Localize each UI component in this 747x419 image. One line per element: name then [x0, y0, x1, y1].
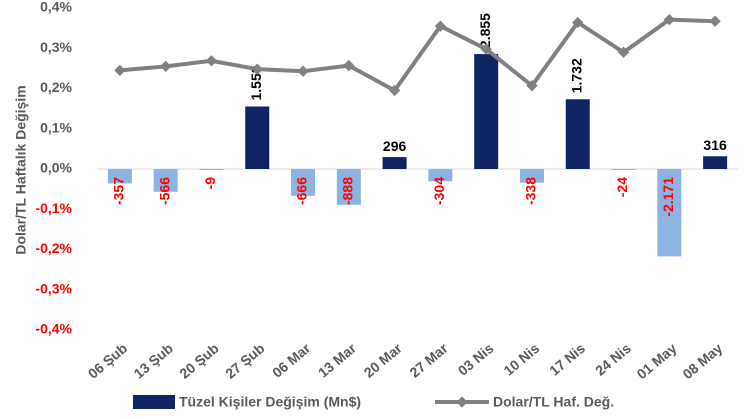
data-label: 1.553: [248, 65, 264, 100]
y-tick-label: 0,0%: [40, 160, 72, 176]
line-marker: [617, 46, 630, 58]
bar: [703, 156, 728, 169]
line: [119, 17, 716, 94]
y-tick-label: -0,3%: [35, 280, 72, 296]
x-tick-label: 06 Mar: [269, 340, 314, 381]
x-tick-label: 24 Nis: [592, 340, 634, 379]
y-tick-label: -0,2%: [35, 240, 72, 256]
data-label: -2.171: [660, 177, 676, 217]
data-label: -24: [614, 177, 630, 197]
bar: [382, 157, 407, 169]
x-tick-label: 10 Nis: [500, 340, 542, 379]
line-marker: [160, 60, 172, 73]
bar: [336, 169, 361, 205]
bar: [199, 169, 224, 170]
data-label: -666: [294, 177, 310, 205]
x-tick-label: 01 May: [634, 340, 680, 382]
data-label: 316: [703, 137, 727, 153]
legend-label: Tüzel Kişiler Değişim (Mn$): [179, 394, 361, 410]
line-marker: [480, 43, 492, 55]
x-tick-label: 20 Şub: [176, 340, 221, 382]
bar: [245, 106, 270, 169]
line-marker: [205, 55, 218, 67]
line-marker: [709, 15, 721, 27]
x-tick-label: 17 Nis: [546, 340, 588, 379]
y-tick-label: 0,3%: [40, 39, 72, 55]
data-label: 2.855: [477, 13, 493, 48]
bar: [153, 169, 178, 192]
x-tick-label: 08 May: [679, 340, 725, 382]
bar: [565, 99, 590, 169]
x-tick-label: 03 Nis: [455, 340, 497, 379]
y-tick-label: 0,1%: [40, 119, 72, 135]
x-tick-label: 27 Mar: [406, 340, 451, 381]
bar: [291, 169, 316, 196]
data-label: -9: [202, 177, 218, 190]
bar: [519, 169, 544, 183]
y-axis-label: Dolar/TL Haftalık Değişim: [13, 85, 29, 254]
legend-marker: [456, 396, 468, 408]
bar: [428, 169, 453, 182]
data-label: -357: [111, 177, 127, 205]
y-tick-label: -0,1%: [35, 200, 72, 216]
bar: [474, 54, 499, 169]
y-tick-label: 0,4%: [40, 0, 72, 15]
x-tick-label: 13 Mar: [315, 340, 360, 381]
data-label: 296: [383, 138, 407, 154]
data-label: -888: [340, 177, 356, 205]
data-label: 1.732: [568, 58, 584, 93]
line-marker: [114, 64, 126, 77]
bar: [107, 169, 132, 184]
x-tick-label: 06 Şub: [85, 340, 130, 382]
legend-label: Dolar/TL Haf. Değ.: [493, 394, 614, 410]
bar: [611, 169, 636, 170]
bar: [657, 169, 682, 257]
data-label: -338: [523, 177, 539, 205]
line-marker: [297, 65, 309, 77]
x-tick-label: 20 Mar: [361, 340, 406, 381]
y-tick-label: 0,2%: [40, 79, 72, 95]
y-tick-label: -0,4%: [35, 321, 72, 337]
x-tick-label: 13 Şub: [131, 340, 176, 382]
data-label: -304: [431, 177, 447, 205]
legend-swatch: [133, 395, 175, 409]
x-tick-label: 27 Şub: [222, 340, 267, 382]
data-label: -566: [156, 177, 172, 205]
